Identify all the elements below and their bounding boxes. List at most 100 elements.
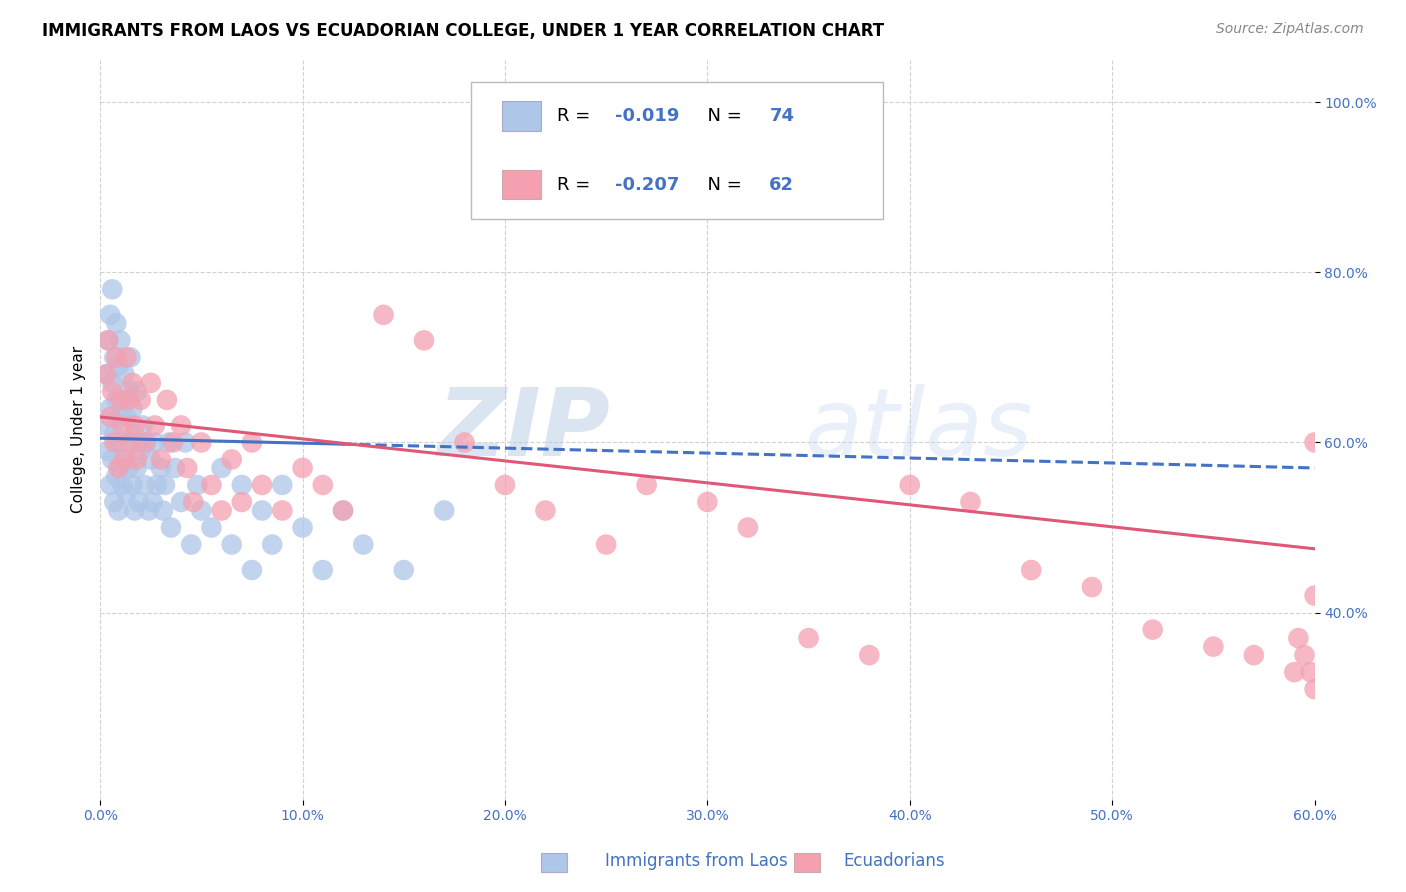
Point — [332, 503, 354, 517]
Point — [1303, 682, 1326, 697]
Point — [121, 401, 143, 416]
Point — [135, 435, 157, 450]
Point — [312, 563, 335, 577]
Point — [1299, 665, 1322, 680]
Point — [1303, 589, 1326, 603]
Point — [105, 351, 128, 365]
Text: 74: 74 — [769, 107, 794, 126]
Point — [170, 495, 193, 509]
Point — [170, 418, 193, 433]
Y-axis label: College, Under 1 year: College, Under 1 year — [72, 346, 86, 513]
Point — [433, 503, 456, 517]
Point — [110, 461, 132, 475]
Point — [125, 452, 148, 467]
Point — [231, 495, 253, 509]
Text: N =: N = — [696, 176, 748, 194]
Point — [1286, 631, 1309, 645]
Point — [1284, 665, 1306, 680]
Point — [97, 334, 120, 348]
Point — [143, 418, 166, 433]
Point — [101, 384, 124, 399]
Text: Source: ZipAtlas.com: Source: ZipAtlas.com — [1216, 22, 1364, 37]
Point — [211, 461, 233, 475]
Point — [291, 520, 314, 534]
Text: Ecuadorians: Ecuadorians — [844, 852, 945, 870]
Point — [105, 392, 128, 407]
Point — [494, 180, 516, 194]
Point — [124, 426, 146, 441]
Point — [139, 376, 162, 390]
Point — [240, 563, 263, 577]
Point — [97, 334, 120, 348]
Point — [221, 537, 243, 551]
Point — [120, 351, 142, 365]
Point — [124, 418, 146, 433]
Point — [181, 495, 204, 509]
Point — [97, 444, 120, 458]
Point — [110, 334, 132, 348]
Point — [1081, 580, 1104, 594]
Point — [174, 435, 197, 450]
Point — [157, 435, 180, 450]
Point — [103, 495, 125, 509]
Point — [134, 435, 156, 450]
Text: 62: 62 — [769, 176, 794, 194]
Point — [190, 503, 212, 517]
Point — [117, 461, 139, 475]
Point — [120, 435, 142, 450]
Point — [312, 478, 335, 492]
Point — [162, 435, 184, 450]
Point — [103, 426, 125, 441]
Point — [121, 376, 143, 390]
Point — [139, 452, 162, 467]
Text: ZIP: ZIP — [437, 384, 610, 475]
Point — [190, 435, 212, 450]
Point — [112, 368, 135, 382]
Point — [271, 503, 294, 517]
Point — [595, 537, 617, 551]
Point — [103, 351, 125, 365]
Point — [221, 452, 243, 467]
Point — [117, 392, 139, 407]
Point — [271, 478, 294, 492]
Point — [105, 316, 128, 330]
Point — [96, 368, 118, 382]
Point — [115, 409, 138, 424]
Point — [112, 452, 135, 467]
Text: N =: N = — [696, 107, 748, 126]
Point — [211, 503, 233, 517]
Point — [142, 495, 165, 509]
Point — [240, 435, 263, 450]
Point — [129, 392, 152, 407]
Point — [111, 478, 134, 492]
Text: -0.207: -0.207 — [614, 176, 679, 194]
Point — [98, 308, 121, 322]
Point — [1019, 563, 1042, 577]
Point — [96, 418, 118, 433]
Point — [112, 452, 135, 467]
Text: IMMIGRANTS FROM LAOS VS ECUADORIAN COLLEGE, UNDER 1 YEAR CORRELATION CHART: IMMIGRANTS FROM LAOS VS ECUADORIAN COLLE… — [42, 22, 884, 40]
Point — [332, 503, 354, 517]
FancyBboxPatch shape — [502, 102, 541, 131]
Point — [107, 461, 129, 475]
Point — [696, 495, 718, 509]
Text: atlas: atlas — [804, 384, 1033, 475]
Point — [797, 631, 820, 645]
FancyBboxPatch shape — [502, 169, 541, 200]
Text: -0.019: -0.019 — [614, 107, 679, 126]
Point — [110, 409, 132, 424]
Point — [120, 435, 142, 450]
Point — [898, 478, 921, 492]
Point — [160, 520, 183, 534]
Point — [146, 478, 169, 492]
Point — [200, 520, 222, 534]
FancyBboxPatch shape — [471, 82, 883, 219]
Point — [103, 435, 125, 450]
Point — [101, 452, 124, 467]
Point — [121, 478, 143, 492]
Point — [125, 384, 148, 399]
Point — [494, 478, 516, 492]
Point — [262, 537, 284, 551]
Point — [149, 461, 172, 475]
Point — [373, 308, 395, 322]
